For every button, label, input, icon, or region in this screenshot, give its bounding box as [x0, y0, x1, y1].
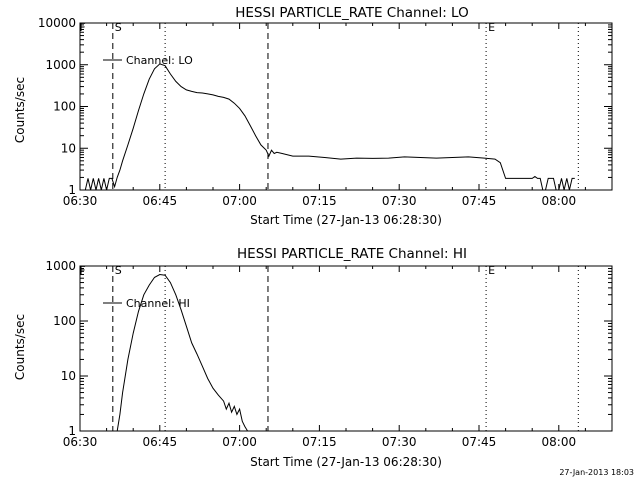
hi-plot-area: 06:30 06:45 07:00 07:15 07:30 07:45 08:00 1 10 10…	[45, 259, 613, 449]
lo-x-tick-label: 07:15	[302, 194, 337, 208]
hi-y-tick-label: 100	[53, 314, 76, 328]
hi-y-tick-label: 10	[61, 369, 76, 383]
lo-y-tick-label: 1000	[45, 58, 76, 72]
lo-event-marker-label: E	[488, 21, 495, 34]
hi-x-tick-label: 08:00	[542, 435, 577, 449]
hi-y-axis-label: Counts/sec	[13, 314, 27, 380]
lo-plot-frame	[79, 22, 613, 191]
lo-x-tick-label: 08:00	[542, 194, 577, 208]
lo-x-tick-label: 07:45	[462, 194, 497, 208]
hi-event-marker-label: E	[488, 264, 495, 277]
lo-y-axis-label: Counts/sec	[13, 77, 27, 143]
lo-x-axis-label: Start Time (27-Jan-13 06:28:30)	[250, 213, 442, 227]
hi-legend-label: Channel: HI	[126, 297, 190, 310]
generation-timestamp: 27-Jan-2013 18:03	[559, 468, 634, 477]
hi-x-tick-label: 07:45	[462, 435, 497, 449]
hi-channel-panel: HESSI PARTICLE_RATE Channel: HI Counts/s…	[13, 246, 613, 469]
lo-x-tick-label: 06:45	[143, 194, 178, 208]
lo-event-marker-label: F	[79, 21, 85, 34]
hi-plot-frame	[79, 265, 613, 432]
lo-legend-label: Channel: LO	[126, 54, 193, 67]
lo-y-tick-label: 10000	[38, 16, 76, 30]
lo-y-tick-label: 10	[61, 141, 76, 155]
lo-series-line	[80, 63, 575, 191]
lo-event-marker-label: S	[115, 21, 122, 34]
lo-plot-area: 06:30 06:45 07:00 07:15 07:30 07:45 08:00 1 10 10…	[38, 16, 613, 208]
hi-x-tick-label: 06:30	[63, 435, 98, 449]
lo-x-tick-label: 06:30	[63, 194, 98, 208]
hi-y-tick-label: 1	[68, 424, 76, 438]
hi-x-axis-label: Start Time (27-Jan-13 06:28:30)	[250, 455, 442, 469]
hi-series-line	[116, 273, 249, 432]
lo-x-tick-label: 07:30	[382, 194, 417, 208]
lo-y-tick-label: 100	[53, 100, 76, 114]
hi-x-tick-label: 07:15	[302, 435, 337, 449]
hi-event-marker-label: F	[79, 264, 85, 277]
hi-x-tick-label: 07:00	[222, 435, 257, 449]
lo-x-tick-label: 07:00	[222, 194, 257, 208]
lo-chart-title: HESSI PARTICLE_RATE Channel: LO	[235, 5, 468, 21]
lo-channel-panel: HESSI PARTICLE_RATE Channel: LO Counts/s…	[13, 5, 613, 227]
lo-y-tick-label: 1	[68, 183, 76, 197]
hi-event-marker-label: S	[115, 264, 122, 277]
hi-chart-title: HESSI PARTICLE_RATE Channel: HI	[237, 246, 467, 262]
hi-x-tick-label: 07:30	[382, 435, 417, 449]
hi-x-tick-label: 06:45	[143, 435, 178, 449]
hi-y-tick-label: 1000	[45, 259, 76, 273]
